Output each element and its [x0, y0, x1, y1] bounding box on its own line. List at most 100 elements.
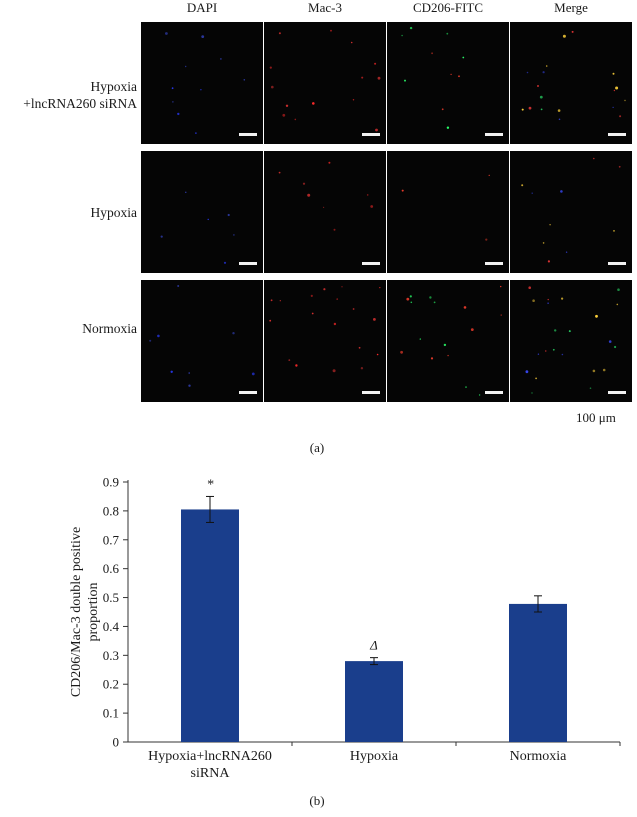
cell-dot	[568, 330, 571, 333]
cell-dot	[542, 242, 545, 244]
cell-dot	[592, 369, 596, 373]
cell-dot	[593, 157, 595, 160]
cell-dot	[535, 377, 537, 380]
y-tick-label: 0.5	[103, 590, 119, 605]
y-axis-title-line: CD206/Mac-3 double positive	[69, 527, 84, 697]
cell-dot	[220, 58, 222, 60]
cell-dot	[409, 295, 412, 298]
row-label-hypoxia-sirna: Hypoxia +lncRNA260 siRNA	[23, 78, 137, 112]
cell-dot	[521, 184, 524, 187]
micrograph-mac3-row-2	[264, 151, 386, 273]
row-label-line: Hypoxia	[90, 205, 138, 220]
cell-dot	[177, 112, 180, 116]
cell-dot	[542, 71, 545, 74]
cell-dot	[537, 85, 539, 87]
cell-dot	[165, 32, 168, 35]
y-tick-label: 0.6	[103, 561, 120, 576]
cell-dot	[488, 174, 490, 176]
micrograph-merge-row-1	[510, 22, 632, 144]
cell-dot	[201, 35, 205, 38]
cell-dot	[557, 109, 561, 112]
y-axis-title-line: proportion	[86, 582, 101, 641]
cell-dot	[602, 368, 606, 372]
cell-dot	[171, 87, 174, 90]
cell-dot	[561, 297, 564, 300]
micrograph-cd206-row-1	[387, 22, 509, 144]
cell-dot	[288, 359, 291, 361]
micrograph-dapi-row-3	[141, 280, 263, 402]
cell-dot	[618, 165, 621, 168]
cell-dot	[443, 343, 447, 347]
cell-dot	[160, 235, 163, 238]
cell-dot	[547, 302, 549, 304]
cell-dot	[374, 62, 377, 65]
category-label: siRNA	[191, 766, 231, 781]
cell-dot	[233, 234, 235, 236]
cell-dot	[539, 95, 543, 99]
cell-dot	[170, 370, 173, 373]
row-label-line: Normoxia	[82, 321, 137, 336]
cell-dot	[521, 108, 524, 111]
bar-chart: 0 0.1 0.2 0.3 0.4 0.5 0.6 0.7 0.8 0.9 CD206/Mac-3 …	[69, 475, 621, 781]
micrograph-dapi-row-1	[141, 22, 263, 144]
row-label-normoxia: Normoxia	[82, 320, 137, 337]
cell-dot	[302, 182, 306, 185]
cell-dot	[358, 346, 361, 349]
cell-dot	[613, 230, 615, 232]
cell-dot	[540, 108, 543, 111]
micrograph-cd206-row-3	[387, 280, 509, 402]
cell-dot	[350, 41, 353, 44]
scale-label: 100 μm	[576, 410, 616, 425]
cell-dot	[485, 238, 488, 241]
cell-dot	[615, 86, 619, 90]
cell-dot	[232, 332, 235, 335]
cell-dot	[177, 285, 180, 287]
cell-dot	[323, 206, 325, 208]
cell-dot	[554, 329, 557, 332]
cell-dot	[616, 303, 619, 306]
cell-dot	[613, 89, 616, 92]
cell-dot	[295, 364, 298, 367]
cell-dot	[373, 318, 376, 321]
cell-dot	[336, 298, 338, 300]
bar-3	[509, 603, 567, 742]
cell-dot	[279, 300, 281, 302]
cell-dot	[458, 75, 460, 78]
cell-dot	[185, 65, 187, 68]
y-tick-label: 0.8	[103, 503, 119, 518]
cell-dot	[465, 386, 467, 388]
y-tick-label: 0.9	[103, 475, 119, 490]
cell-dot	[441, 108, 444, 111]
cell-dot	[561, 353, 564, 356]
category-label: Normoxia	[510, 749, 568, 764]
cell-dot	[525, 370, 529, 374]
cell-dot	[470, 328, 474, 331]
category-label: Hypoxia	[350, 749, 399, 764]
cell-dot	[307, 193, 311, 197]
cell-dot	[478, 394, 481, 396]
micrograph-mac3-row-1	[264, 22, 386, 144]
cell-dot	[409, 26, 413, 30]
cell-dot	[528, 286, 531, 289]
cell-dot	[294, 118, 297, 121]
cell-dot	[531, 192, 533, 194]
cell-dot	[447, 354, 449, 357]
cell-dot	[377, 76, 381, 80]
cell-dot	[446, 126, 450, 129]
cell-dot	[157, 334, 160, 338]
cell-dot	[419, 338, 421, 340]
cell-dot	[185, 191, 187, 193]
panel-label-b: (b)	[309, 793, 325, 808]
y-tick-label: 0	[113, 735, 120, 750]
cell-dot	[429, 296, 432, 299]
cell-dot	[282, 113, 286, 117]
cell-dot	[285, 104, 289, 108]
cell-dot	[333, 322, 337, 326]
cell-dot	[589, 387, 592, 389]
cell-dot	[537, 353, 540, 355]
cell-dot	[500, 285, 502, 288]
cell-dot	[571, 30, 574, 33]
cell-dot	[617, 288, 620, 291]
cell-dot	[376, 353, 379, 356]
cell-dot	[207, 218, 209, 221]
